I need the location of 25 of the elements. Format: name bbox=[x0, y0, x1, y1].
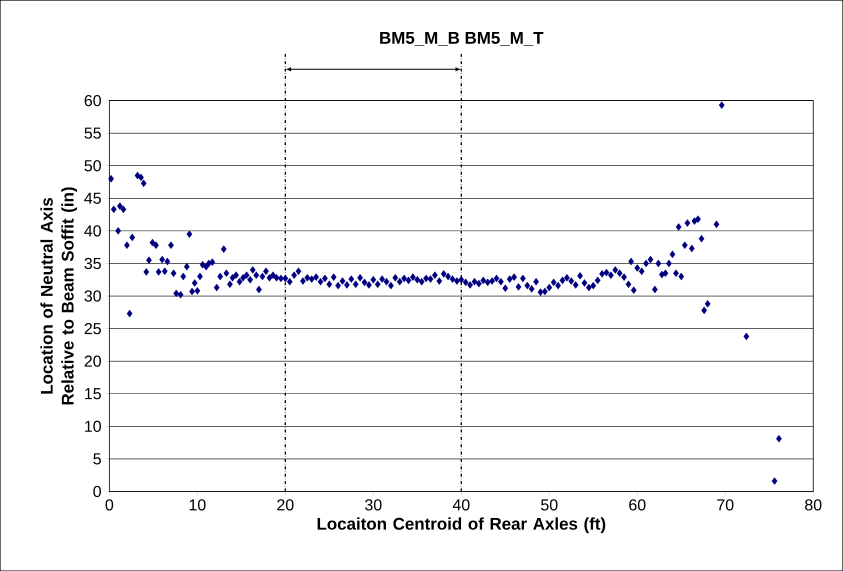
x-tick-label: 50 bbox=[541, 499, 558, 510]
x-tick-label: 60 bbox=[629, 499, 646, 510]
chart-title: BM5_M_B BM5_M_T bbox=[380, 32, 544, 46]
x-tick-label: 20 bbox=[277, 499, 294, 510]
y-axis-title: Location of Neutral Axis Relative to Beam Soffit (in) bbox=[40, 187, 78, 404]
y-tick-label: 40 bbox=[84, 225, 101, 236]
y-tick-label: 25 bbox=[84, 322, 101, 334]
y-tick-label: 10 bbox=[85, 420, 101, 432]
x-tick-label: 40 bbox=[452, 499, 470, 510]
x-tick-label: 80 bbox=[805, 499, 822, 510]
x-tick-label: 10 bbox=[190, 499, 206, 510]
y-tick-label: 45 bbox=[84, 192, 101, 204]
y-tick-label: 20 bbox=[84, 356, 101, 367]
y-tick-label: 50 bbox=[84, 160, 101, 172]
y-tick-label: 60 bbox=[84, 94, 101, 106]
y-tick-label: 55 bbox=[84, 128, 101, 139]
x-tick-label: 70 bbox=[717, 499, 734, 510]
x-tick-label: 30 bbox=[365, 499, 382, 510]
x-tick-label: 0 bbox=[106, 499, 114, 510]
y-tick-label: 30 bbox=[84, 290, 101, 302]
y-tick-label: 15 bbox=[85, 388, 101, 400]
y-tick-label: 0 bbox=[93, 486, 101, 498]
y-tick-label: 5 bbox=[93, 453, 101, 464]
y-tick-label: 35 bbox=[84, 258, 101, 270]
x-axis-title: Locaiton Centroid of Rear Axles (ft) bbox=[318, 517, 606, 534]
